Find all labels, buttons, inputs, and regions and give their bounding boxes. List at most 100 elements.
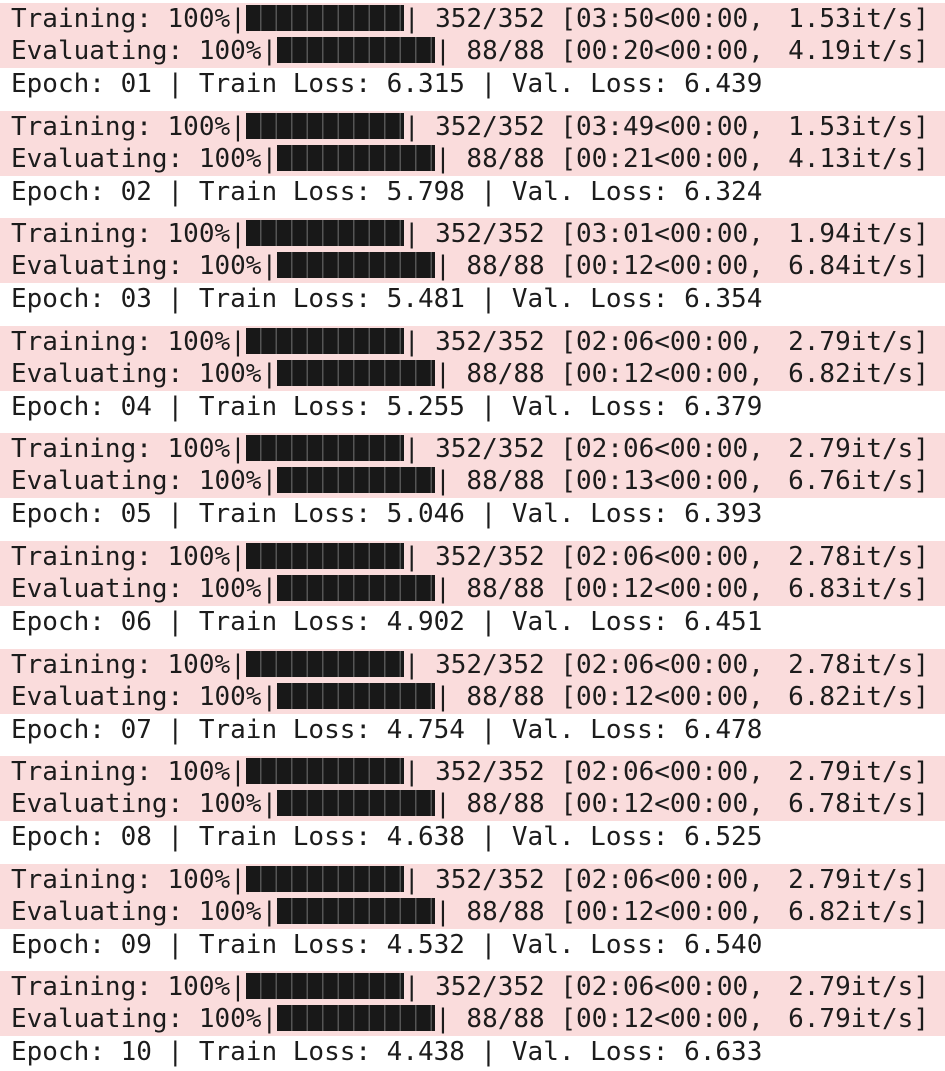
evaluating-label: Evaluating: 100% bbox=[11, 143, 262, 174]
evaluating-count: 88/88 [00:12<00:00, bbox=[450, 681, 764, 712]
evaluating-label: Evaluating: 100% bbox=[11, 574, 262, 604]
evaluating-progress-line: Evaluating: 100%| | 88/88 [00:12<00:00, bbox=[11, 896, 764, 927]
evaluating-label: Evaluating: 100% bbox=[11, 896, 262, 927]
training-count: 352/352 [02:06<00:00, bbox=[419, 864, 764, 895]
evaluating-label: Evaluating: 100% bbox=[11, 466, 262, 497]
progress-block bbox=[0, 863, 945, 929]
evaluating-count: 88/88 [00:12<00:00, bbox=[450, 1004, 764, 1035]
training-label: Training: 100% bbox=[11, 542, 231, 572]
progress-block bbox=[0, 971, 945, 1037]
training-progress-line: Training: 100%| | 352/352 [02:06<00:00, bbox=[11, 542, 764, 572]
training-count: 352/352 [02:06<00:00, bbox=[419, 542, 764, 572]
evaluating-rate: 6.82it/s] bbox=[788, 358, 929, 389]
evaluating-progress-bar bbox=[277, 144, 436, 171]
evaluating-rate: 6.82it/s] bbox=[788, 896, 929, 927]
training-label: Training: 100% bbox=[11, 111, 231, 142]
evaluating-count: 88/88 [00:12<00:00, bbox=[450, 789, 764, 820]
epoch-summary: Epoch: 02 | Train Loss: 5.798 | Val. Los… bbox=[11, 176, 763, 207]
training-count: 352/352 [03:49<00:00, bbox=[419, 111, 764, 142]
evaluating-count: 88/88 [00:12<00:00, bbox=[450, 251, 764, 282]
training-rate: 2.78it/s] bbox=[788, 649, 929, 680]
epoch-summary: Epoch: 09 | Train Loss: 4.532 | Val. Los… bbox=[11, 929, 763, 960]
evaluating-progress-line: Evaluating: 100%| | 88/88 [00:20<00:00, bbox=[11, 36, 764, 66]
progress-block bbox=[0, 110, 945, 176]
evaluating-progress-bar bbox=[277, 575, 436, 601]
evaluating-label: Evaluating: 100% bbox=[11, 358, 262, 389]
training-rate: 2.79it/s] bbox=[788, 434, 929, 465]
evaluating-progress-bar bbox=[277, 467, 436, 494]
evaluating-rate: 6.76it/s] bbox=[788, 466, 929, 497]
training-progress-bar bbox=[245, 650, 404, 677]
evaluating-progress-line: Evaluating: 100%| | 88/88 [00:21<00:00, bbox=[11, 143, 764, 174]
evaluating-progress-bar bbox=[277, 359, 436, 386]
training-rate: 1.94it/s] bbox=[788, 219, 929, 250]
training-progress-line: Training: 100%| | 352/352 [02:06<00:00, bbox=[11, 326, 764, 357]
epoch-summary: Epoch: 06 | Train Loss: 4.902 | Val. Los… bbox=[11, 607, 763, 637]
training-progress-bar bbox=[245, 327, 404, 354]
evaluating-count: 88/88 [00:12<00:00, bbox=[450, 896, 764, 927]
training-rate: 1.53it/s] bbox=[788, 111, 929, 142]
evaluating-rate: 6.78it/s] bbox=[788, 789, 929, 820]
training-label: Training: 100% bbox=[11, 972, 231, 1003]
training-rate: 1.53it/s] bbox=[788, 4, 929, 34]
training-progress-line: Training: 100%| | 352/352 [03:50<00:00, bbox=[11, 4, 764, 34]
evaluating-progress-bar bbox=[277, 1005, 436, 1032]
evaluating-progress-line: Evaluating: 100%| | 88/88 [00:12<00:00, bbox=[11, 251, 764, 282]
training-progress-bar bbox=[245, 973, 404, 1000]
progress-block bbox=[0, 541, 945, 606]
training-label: Training: 100% bbox=[11, 4, 231, 34]
training-progress-line: Training: 100%| | 352/352 [03:01<00:00, bbox=[11, 219, 764, 250]
evaluating-rate: 6.84it/s] bbox=[788, 251, 929, 282]
training-label: Training: 100% bbox=[11, 757, 231, 788]
training-progress-line: Training: 100%| | 352/352 [02:06<00:00, bbox=[11, 649, 764, 680]
evaluating-progress-line: Evaluating: 100%| | 88/88 [00:12<00:00, bbox=[11, 681, 764, 712]
epoch-summary: Epoch: 04 | Train Loss: 5.255 | Val. Los… bbox=[11, 391, 763, 422]
training-progress-bar bbox=[245, 5, 404, 31]
evaluating-count: 88/88 [00:12<00:00, bbox=[450, 574, 764, 604]
training-rate: 2.78it/s] bbox=[788, 542, 929, 572]
epoch-summary: Epoch: 01 | Train Loss: 6.315 | Val. Los… bbox=[11, 69, 763, 99]
evaluating-progress-bar bbox=[277, 37, 436, 63]
training-rate: 2.79it/s] bbox=[788, 864, 929, 895]
training-progress-bar bbox=[245, 865, 404, 892]
evaluating-progress-bar bbox=[277, 897, 436, 924]
training-count: 352/352 [03:50<00:00, bbox=[419, 4, 764, 34]
evaluating-rate: 4.19it/s] bbox=[788, 36, 929, 66]
training-progress-line: Training: 100%| | 352/352 [03:49<00:00, bbox=[11, 111, 764, 142]
progress-block bbox=[0, 433, 945, 499]
evaluating-label: Evaluating: 100% bbox=[11, 1004, 262, 1035]
evaluating-count: 88/88 [00:21<00:00, bbox=[450, 143, 764, 174]
evaluating-count: 88/88 [00:13<00:00, bbox=[450, 466, 764, 497]
epoch-summary: Epoch: 05 | Train Loss: 5.046 | Val. Los… bbox=[11, 499, 763, 530]
training-label: Training: 100% bbox=[11, 649, 231, 680]
evaluating-progress-bar bbox=[277, 790, 436, 817]
evaluating-progress-bar bbox=[277, 682, 436, 709]
epoch-summary: Epoch: 03 | Train Loss: 5.481 | Val. Los… bbox=[11, 284, 763, 315]
training-label: Training: 100% bbox=[11, 219, 231, 250]
evaluating-progress-line: Evaluating: 100%| | 88/88 [00:12<00:00, bbox=[11, 574, 764, 604]
training-progress-bar bbox=[245, 435, 404, 462]
evaluating-progress-line: Evaluating: 100%| | 88/88 [00:12<00:00, bbox=[11, 789, 764, 820]
training-progress-bar bbox=[245, 112, 404, 139]
evaluating-progress-bar bbox=[277, 252, 436, 279]
training-count: 352/352 [03:01<00:00, bbox=[419, 219, 764, 250]
evaluating-rate: 6.83it/s] bbox=[788, 574, 929, 604]
training-label: Training: 100% bbox=[11, 864, 231, 895]
training-count: 352/352 [02:06<00:00, bbox=[419, 326, 764, 357]
training-progress-bar bbox=[245, 758, 404, 785]
evaluating-label: Evaluating: 100% bbox=[11, 789, 262, 820]
evaluating-label: Evaluating: 100% bbox=[11, 681, 262, 712]
evaluating-rate: 4.13it/s] bbox=[788, 143, 929, 174]
training-progress-bar bbox=[245, 543, 404, 569]
training-progress-bar bbox=[245, 220, 404, 247]
progress-block bbox=[0, 648, 945, 714]
epoch-summary: Epoch: 07 | Train Loss: 4.754 | Val. Los… bbox=[11, 714, 763, 745]
progress-block bbox=[0, 756, 945, 822]
evaluating-rate: 6.79it/s] bbox=[788, 1004, 929, 1035]
epoch-summary: Epoch: 08 | Train Loss: 4.638 | Val. Los… bbox=[11, 822, 763, 853]
progress-block bbox=[0, 218, 945, 284]
evaluating-label: Evaluating: 100% bbox=[11, 36, 262, 66]
evaluating-progress-line: Evaluating: 100%| | 88/88 [00:12<00:00, bbox=[11, 1004, 764, 1035]
training-count: 352/352 [02:06<00:00, bbox=[419, 649, 764, 680]
